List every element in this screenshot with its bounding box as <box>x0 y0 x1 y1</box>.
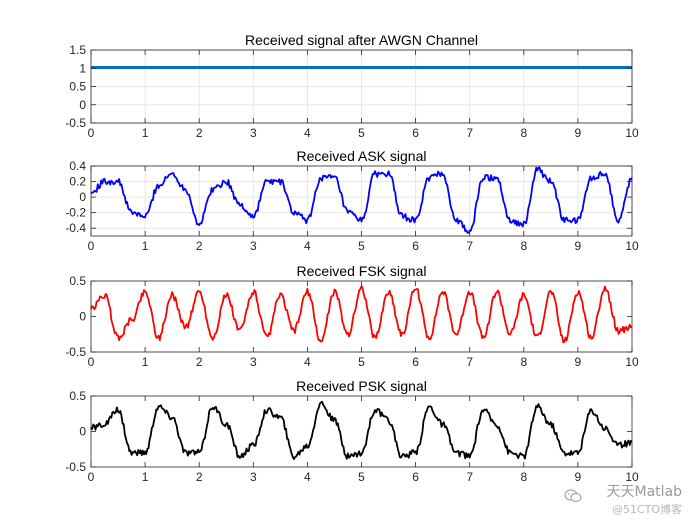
x-tick-label: 10 <box>625 355 639 369</box>
wechat-icon <box>564 489 582 503</box>
x-tick-label: 2 <box>196 239 203 253</box>
x-tick-label: 1 <box>142 126 149 140</box>
x-tick-label: 6 <box>412 126 419 140</box>
y-tick-label: 0 <box>79 190 86 204</box>
x-tick-label: 7 <box>466 355 473 369</box>
x-tick-label: 7 <box>466 239 473 253</box>
y-tick-label: 1.5 <box>69 43 86 57</box>
series-line <box>90 400 633 460</box>
x-tick-label: 10 <box>625 470 639 484</box>
y-tick-label: -0.5 <box>65 345 86 359</box>
y-tick-label: 0 <box>79 425 86 439</box>
x-tick-label: 4 <box>304 470 311 484</box>
x-tick-label: 7 <box>466 470 473 484</box>
y-tick-label: -0.2 <box>65 206 86 220</box>
x-tick-label: 1 <box>142 239 149 253</box>
x-tick-label: 5 <box>358 470 365 484</box>
x-tick-label: 3 <box>250 470 257 484</box>
x-tick-label: 5 <box>358 239 365 253</box>
y-tick-label: -0.4 <box>65 221 86 235</box>
series-line <box>90 166 633 234</box>
y-tick-label: 0.5 <box>69 274 86 288</box>
x-tick-label: 2 <box>196 126 203 140</box>
x-tick-label: 9 <box>575 355 582 369</box>
x-tick-label: 9 <box>575 126 582 140</box>
y-tick-label: 1 <box>79 61 86 75</box>
x-tick-label: 9 <box>575 470 582 484</box>
y-tick-label: 0.2 <box>69 175 86 189</box>
x-tick-label: 4 <box>304 239 311 253</box>
plot-area <box>91 396 632 467</box>
x-tick-label: 2 <box>196 470 203 484</box>
y-tick-label: -0.5 <box>65 116 86 130</box>
y-tick-label: 0 <box>79 310 86 324</box>
chart-title: Received PSK signal <box>296 378 427 394</box>
x-tick-label: 4 <box>304 355 311 369</box>
x-tick-label: 5 <box>358 355 365 369</box>
watermark: 天天Matlab @51CTO博客 <box>606 481 682 517</box>
x-tick-label: 10 <box>625 239 639 253</box>
x-tick-label: 0 <box>88 470 95 484</box>
x-tick-label: 7 <box>466 126 473 140</box>
x-tick-label: 0 <box>88 239 95 253</box>
chart-title: Received ASK signal <box>297 148 427 164</box>
y-tick-label: 0.4 <box>69 159 86 173</box>
x-tick-label: 4 <box>304 126 311 140</box>
y-tick-label: 0 <box>79 98 86 112</box>
x-tick-label: 0 <box>88 126 95 140</box>
x-tick-label: 3 <box>250 355 257 369</box>
x-tick-label: 8 <box>520 239 527 253</box>
x-tick-label: 8 <box>520 470 527 484</box>
x-tick-label: 0 <box>88 355 95 369</box>
x-tick-label: 1 <box>142 355 149 369</box>
y-tick-label: 0.5 <box>69 389 86 403</box>
x-tick-label: 5 <box>358 126 365 140</box>
x-tick-label: 6 <box>412 470 419 484</box>
x-tick-label: 6 <box>412 239 419 253</box>
x-tick-label: 3 <box>250 126 257 140</box>
x-tick-label: 10 <box>625 126 639 140</box>
x-tick-label: 1 <box>142 470 149 484</box>
x-tick-label: 2 <box>196 355 203 369</box>
x-tick-label: 8 <box>520 355 527 369</box>
y-tick-label: -0.5 <box>65 460 86 474</box>
watermark-line1: 天天Matlab <box>606 484 682 500</box>
watermark-line2: @51CTO博客 <box>611 503 682 516</box>
series-line <box>90 285 633 344</box>
x-tick-label: 8 <box>520 126 527 140</box>
y-tick-label: 0.5 <box>69 80 86 94</box>
chart-title: Received FSK signal <box>297 263 427 279</box>
chart-title: Received signal after AWGN Channel <box>245 32 478 48</box>
plot-area <box>91 281 632 352</box>
x-tick-label: 6 <box>412 355 419 369</box>
x-tick-label: 3 <box>250 239 257 253</box>
x-tick-label: 9 <box>575 239 582 253</box>
